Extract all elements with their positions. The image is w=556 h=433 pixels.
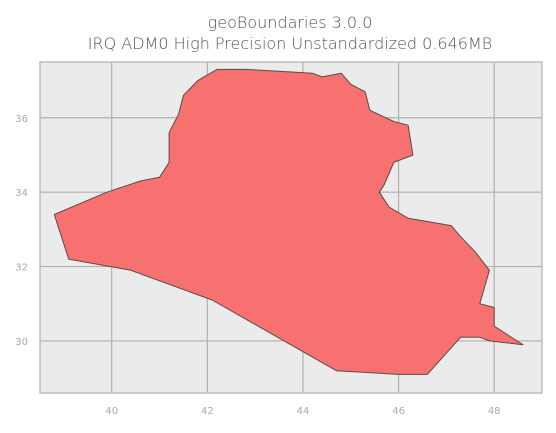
plot-frame (39, 61, 543, 394)
x-tick-label-42: 42 (201, 406, 214, 417)
y-tick-label-32: 32 (15, 263, 28, 274)
y-tick-label-36: 36 (15, 114, 28, 125)
x-tick-label-44: 44 (297, 406, 310, 417)
title-line-1: geoBoundaries 3.0.0 (207, 13, 373, 32)
x-tick-label-48: 48 (488, 406, 501, 417)
iraq-boundary-shape (53, 68, 524, 375)
title-block: geoBoundaries 3.0.0 IRQ ADM0 High Precis… (0, 12, 556, 54)
x-tick-label-40: 40 (105, 406, 118, 417)
y-tick-label-30: 30 (15, 337, 28, 348)
x-tick-label-46: 46 (392, 406, 405, 417)
y-tick-label-34: 34 (15, 188, 28, 199)
title-line-2: IRQ ADM0 High Precision Unstandardized 0… (87, 34, 493, 53)
